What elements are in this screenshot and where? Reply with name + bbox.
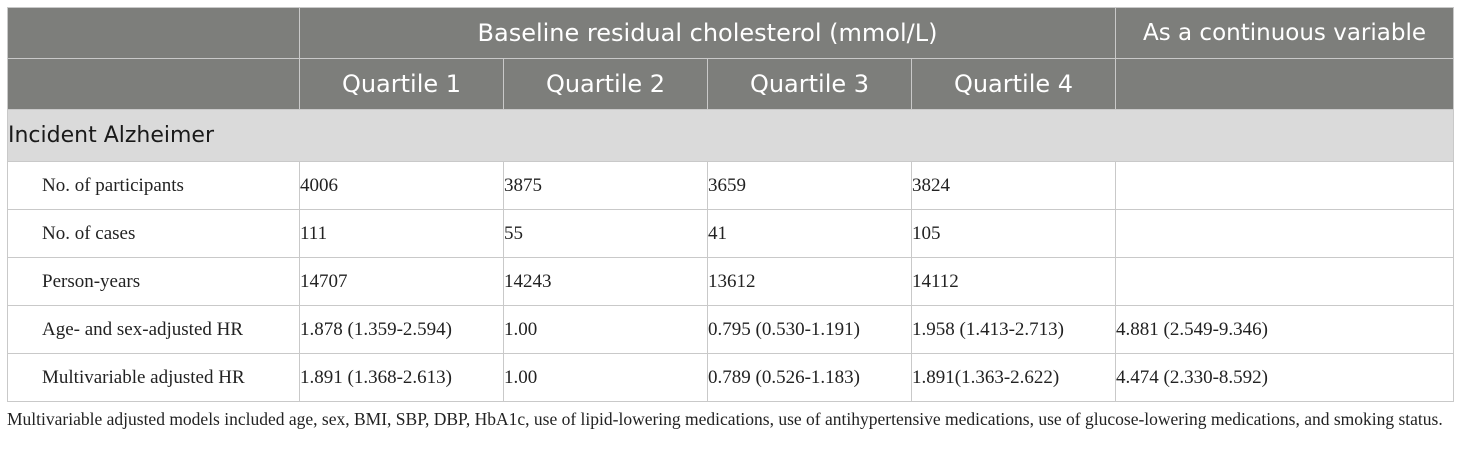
table-footnote: Multivariable adjusted models included a… (7, 409, 1443, 429)
table-cell (1115, 257, 1454, 306)
table-cell: 1.891(1.363-2.622) (911, 353, 1116, 402)
table-row: Age- and sex-adjusted HR 1.878 (1.359-2.… (7, 305, 1454, 354)
header-quartile-2: Quartile 2 (503, 58, 708, 110)
table-cell: 1.00 (503, 305, 708, 354)
table-cell (1115, 209, 1454, 258)
table-cell: 14707 (299, 257, 504, 306)
header-row-quartiles: Quartile 1 Quartile 2 Quartile 3 Quartil… (7, 58, 1454, 110)
row-label: Age- and sex-adjusted HR (7, 305, 300, 354)
table-row: No. of participants 4006 3875 3659 3824 (7, 161, 1454, 210)
table-cell: 105 (911, 209, 1116, 258)
section-row: Incident Alzheimer (7, 109, 1454, 162)
table-cell: 1.00 (503, 353, 708, 402)
table-cell: 55 (503, 209, 708, 258)
table-cell: 0.795 (0.530-1.191) (707, 305, 912, 354)
table-cell: 0.789 (0.526-1.183) (707, 353, 912, 402)
table-cell: 4006 (299, 161, 504, 210)
row-label: Multivariable adjusted HR (7, 353, 300, 402)
table-cell: 4.881 (2.549-9.346) (1115, 305, 1454, 354)
table-cell: 4.474 (2.330-8.592) (1115, 353, 1454, 402)
row-label: Person-years (7, 257, 300, 306)
table-cell: 1.878 (1.359-2.594) (299, 305, 504, 354)
header-corner-cell-2 (7, 58, 300, 110)
results-table: Baseline residual cholesterol (mmol/L) A… (7, 7, 1454, 402)
header-corner-cell (7, 7, 300, 59)
header-row-top: Baseline residual cholesterol (mmol/L) A… (7, 7, 1454, 59)
table-cell: 111 (299, 209, 504, 258)
header-group-title: Baseline residual cholesterol (mmol/L) (299, 7, 1116, 59)
header-quartile-3: Quartile 3 (707, 58, 912, 110)
header-quartile-4: Quartile 4 (911, 58, 1116, 110)
section-title: Incident Alzheimer (7, 109, 1454, 162)
table-cell: 3659 (707, 161, 912, 210)
table-cell: 13612 (707, 257, 912, 306)
table-row: Person-years 14707 14243 13612 14112 (7, 257, 1454, 306)
table-cell: 14112 (911, 257, 1116, 306)
table-cell: 3824 (911, 161, 1116, 210)
table-cell: 1.958 (1.413-2.713) (911, 305, 1116, 354)
row-label: No. of cases (7, 209, 300, 258)
header-continuous-blank (1115, 58, 1454, 110)
table-cell (1115, 161, 1454, 210)
header-quartile-1: Quartile 1 (299, 58, 504, 110)
table-row: Multivariable adjusted HR 1.891 (1.368-2… (7, 353, 1454, 402)
header-continuous-title: As a continuous variable (1115, 7, 1454, 59)
row-label: No. of participants (7, 161, 300, 210)
table-cell: 1.891 (1.368-2.613) (299, 353, 504, 402)
table-cell: 3875 (503, 161, 708, 210)
table-cell: 14243 (503, 257, 708, 306)
table-row: No. of cases 111 55 41 105 (7, 209, 1454, 258)
results-table-container: Baseline residual cholesterol (mmol/L) A… (7, 7, 1454, 402)
table-cell: 41 (707, 209, 912, 258)
